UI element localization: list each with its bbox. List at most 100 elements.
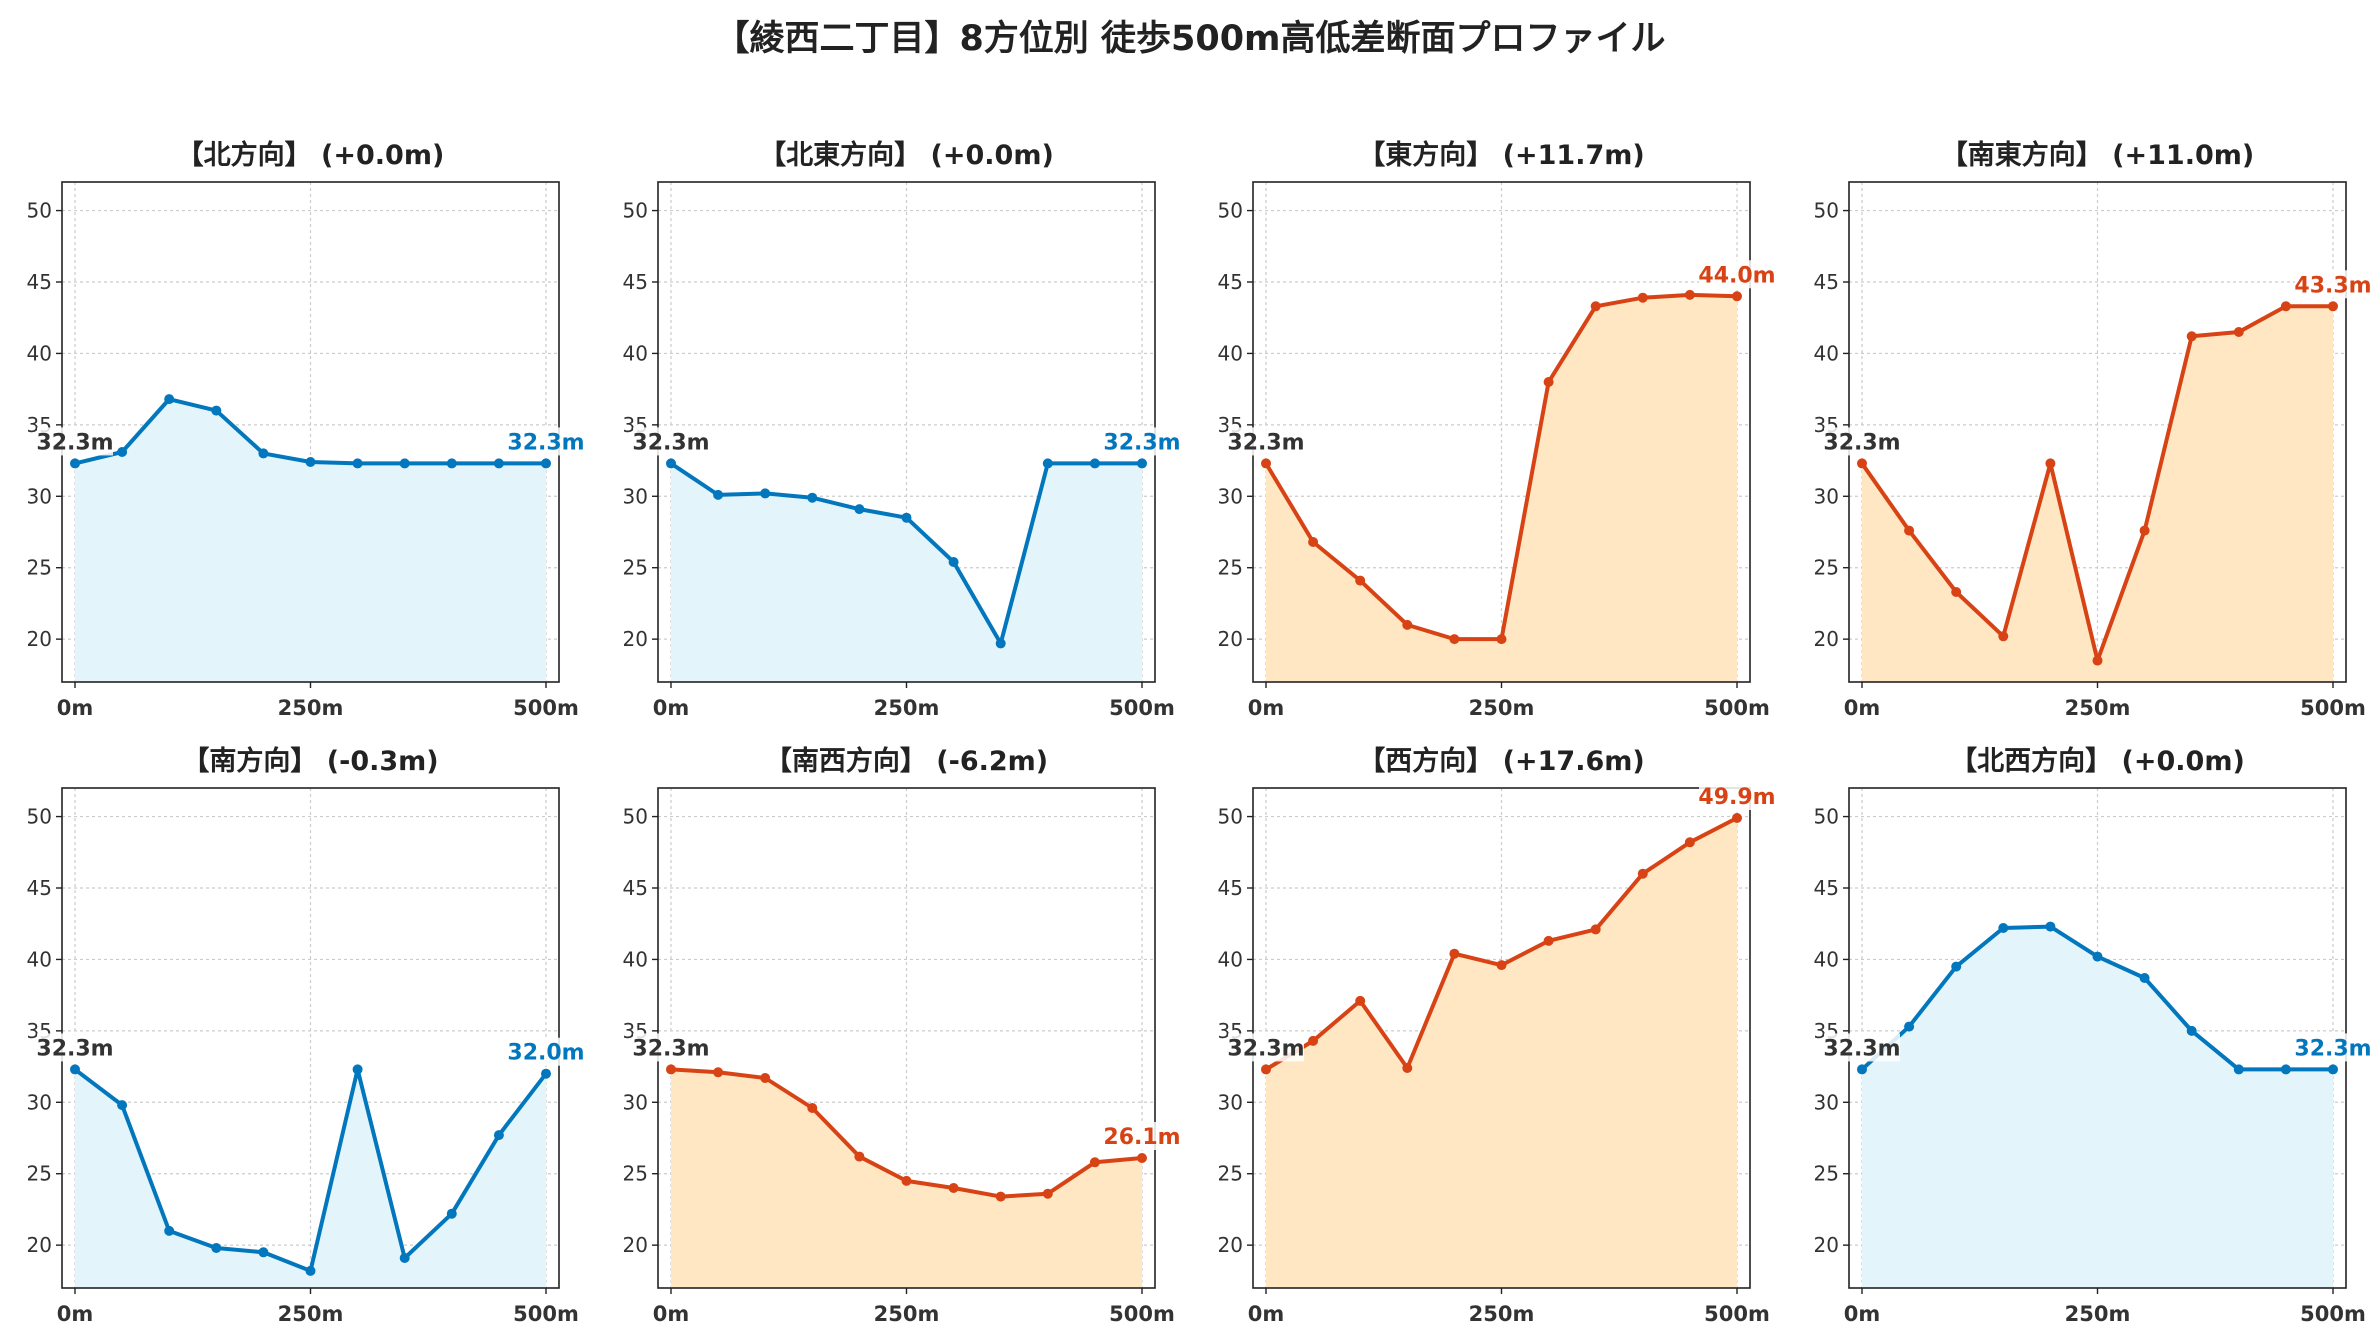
y-tick-label: 30 bbox=[1218, 1090, 1243, 1114]
data-point bbox=[2233, 1064, 2244, 1075]
data-point bbox=[2328, 1064, 2338, 1075]
data-point bbox=[1637, 868, 1648, 879]
data-point bbox=[2045, 921, 2056, 932]
y-tick-label: 50 bbox=[623, 805, 648, 829]
end-value-label: 44.0m bbox=[1698, 263, 1775, 288]
y-tick-label: 40 bbox=[1814, 947, 1839, 971]
data-point bbox=[399, 1253, 410, 1263]
data-point bbox=[1637, 292, 1648, 303]
end-value-label: 32.3m bbox=[2294, 1036, 2371, 1061]
y-tick-label: 45 bbox=[623, 270, 648, 294]
y-tick-label: 40 bbox=[623, 947, 648, 971]
y-tick-label: 20 bbox=[623, 1233, 648, 1257]
y-tick-label: 20 bbox=[1814, 627, 1839, 651]
area-fill bbox=[1862, 926, 2333, 1288]
start-label-bg bbox=[37, 1033, 113, 1062]
data-point bbox=[854, 1151, 865, 1162]
x-tick-label: 500m bbox=[513, 696, 579, 720]
y-tick-label: 40 bbox=[623, 341, 648, 365]
start-label-bg bbox=[1228, 1033, 1304, 1062]
data-point bbox=[1402, 1063, 1413, 1073]
data-point bbox=[493, 458, 504, 469]
x-tick-label: 500m bbox=[513, 1302, 579, 1326]
area-fill bbox=[1266, 294, 1737, 682]
data-point bbox=[211, 405, 222, 416]
y-tick-label: 20 bbox=[623, 627, 648, 651]
end-value-label: 32.3m bbox=[1103, 430, 1180, 455]
y-tick-label: 30 bbox=[623, 484, 648, 508]
y-tick-label: 50 bbox=[1218, 199, 1243, 223]
start-value-label: 32.3m bbox=[1227, 1036, 1304, 1061]
y-tick-label: 40 bbox=[1814, 341, 1839, 365]
end-label-bg bbox=[1699, 260, 1775, 289]
end-value-label: 49.9m bbox=[1698, 785, 1775, 810]
data-point bbox=[164, 1225, 175, 1236]
data-point bbox=[1355, 575, 1366, 586]
data-point bbox=[760, 488, 771, 499]
data-point bbox=[1042, 1188, 1053, 1199]
data-point bbox=[352, 1064, 363, 1075]
chart-title: 【北方向】 (+0.0m) bbox=[177, 139, 445, 171]
chart-title: 【北東方向】 (+0.0m) bbox=[759, 139, 1054, 171]
y-tick-label: 25 bbox=[1814, 1162, 1839, 1186]
data-point bbox=[1998, 631, 2009, 642]
data-point bbox=[1732, 291, 1742, 302]
y-tick-label: 20 bbox=[27, 1233, 52, 1257]
start-label-bg bbox=[1824, 1033, 1900, 1062]
y-tick-label: 30 bbox=[623, 1090, 648, 1114]
data-point bbox=[117, 1100, 128, 1111]
y-tick-label: 30 bbox=[1218, 484, 1243, 508]
data-point bbox=[305, 457, 316, 467]
data-point bbox=[446, 1208, 457, 1219]
data-point bbox=[1951, 961, 1962, 972]
x-tick-label: 0m bbox=[1844, 1302, 1881, 1326]
y-tick-label: 25 bbox=[1218, 556, 1243, 580]
end-label-bg bbox=[1104, 1122, 1180, 1150]
data-point bbox=[399, 458, 410, 469]
y-tick-label: 30 bbox=[27, 484, 52, 508]
data-point bbox=[1308, 1035, 1319, 1046]
x-tick-label: 500m bbox=[1704, 1302, 1770, 1326]
end-label-bg bbox=[508, 427, 584, 456]
chart-title: 【南方向】 (-0.3m) bbox=[182, 745, 438, 777]
data-point bbox=[1590, 924, 1601, 935]
data-point bbox=[1590, 301, 1601, 312]
y-tick-label: 45 bbox=[1814, 876, 1839, 900]
end-value-label: 32.0m bbox=[507, 1041, 584, 1066]
y-tick-label: 30 bbox=[27, 1090, 52, 1114]
y-tick-label: 25 bbox=[623, 556, 648, 580]
chart-title: 【北西方向】 (+0.0m) bbox=[1950, 745, 2245, 777]
data-point bbox=[713, 489, 724, 500]
y-tick-label: 40 bbox=[27, 947, 52, 971]
data-point bbox=[995, 638, 1006, 649]
area-fill bbox=[75, 399, 546, 682]
end-value-label: 43.3m bbox=[2294, 273, 2371, 298]
start-value-label: 32.3m bbox=[632, 430, 709, 455]
start-label-bg bbox=[1228, 427, 1304, 456]
data-point bbox=[211, 1243, 222, 1253]
x-tick-label: 0m bbox=[1844, 696, 1881, 720]
data-point bbox=[1543, 377, 1554, 387]
data-point bbox=[1543, 935, 1554, 946]
y-tick-label: 45 bbox=[1218, 876, 1243, 900]
y-tick-label: 25 bbox=[27, 1162, 52, 1186]
x-tick-label: 500m bbox=[2300, 1302, 2366, 1326]
data-point bbox=[2092, 951, 2103, 962]
y-tick-label: 45 bbox=[1218, 270, 1243, 294]
data-point bbox=[2139, 973, 2150, 983]
data-point bbox=[164, 394, 175, 405]
data-point bbox=[1998, 923, 2009, 933]
start-label-bg bbox=[1824, 427, 1900, 456]
y-tick-label: 50 bbox=[27, 199, 52, 223]
data-point bbox=[2092, 655, 2103, 666]
data-point bbox=[2186, 1025, 2197, 1036]
x-tick-label: 0m bbox=[57, 696, 94, 720]
data-point bbox=[2280, 301, 2291, 312]
data-point bbox=[901, 512, 912, 523]
y-tick-label: 30 bbox=[1814, 484, 1839, 508]
x-tick-label: 250m bbox=[278, 1302, 344, 1326]
